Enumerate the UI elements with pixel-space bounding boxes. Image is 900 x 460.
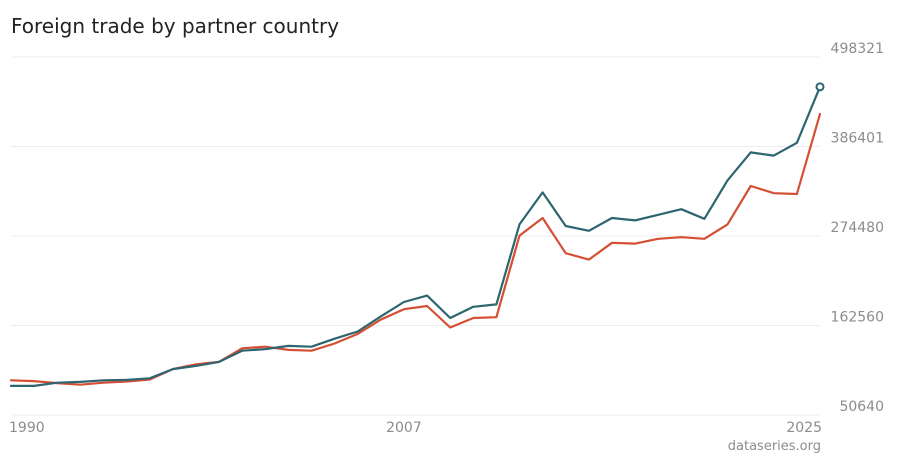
series-line-1 — [9, 85, 822, 387]
y-tick-label: 274480 — [831, 220, 884, 236]
y-tick-label: 498321 — [831, 41, 884, 57]
y-tick-label: 162560 — [831, 310, 884, 326]
x-tick-label: 2007 — [386, 420, 422, 436]
y-axis-ticks: 498321 386401 274480 162560 50640 — [831, 41, 884, 415]
x-tick-label: 1990 — [9, 420, 45, 436]
y-tick-label: 386401 — [831, 130, 884, 146]
series-1-end-marker — [815, 82, 825, 92]
y-tick-label: 50640 — [839, 399, 884, 415]
x-tick-label: 2025 — [786, 420, 822, 436]
x-axis-ticks: 1990 2007 2025 — [9, 420, 822, 436]
chart-title: Foreign trade by partner country — [11, 14, 340, 38]
grid-layer — [11, 56, 820, 416]
series-line-2 — [9, 112, 822, 386]
series-layer — [9, 82, 825, 387]
source-attribution: dataseries.org — [727, 439, 821, 454]
